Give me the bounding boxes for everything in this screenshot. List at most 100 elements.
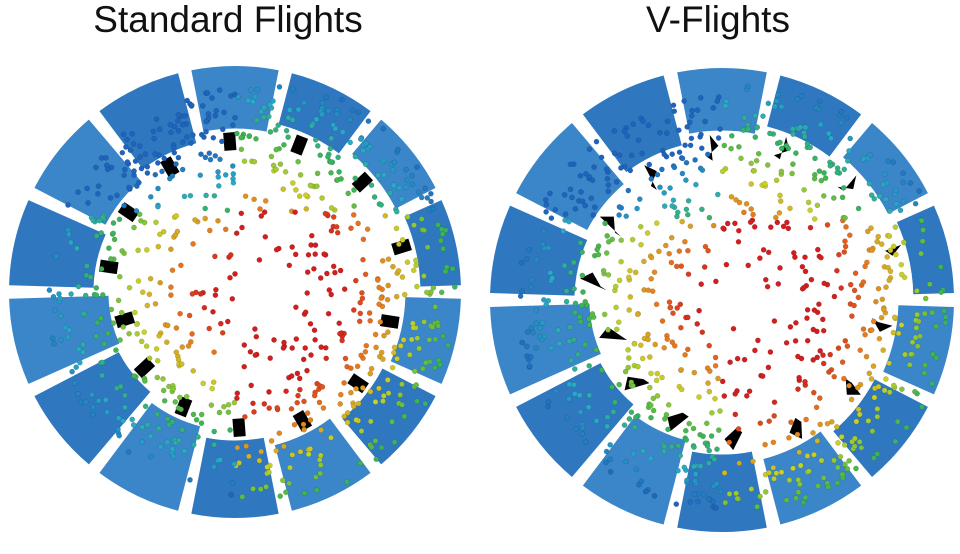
particle <box>582 298 589 305</box>
particle <box>543 197 549 203</box>
particle <box>424 195 431 201</box>
particle <box>849 313 855 319</box>
particle <box>764 283 771 290</box>
particle <box>304 410 311 416</box>
particle <box>683 206 690 213</box>
particle <box>552 206 559 213</box>
particle <box>372 331 379 338</box>
particle <box>687 142 694 149</box>
particle <box>651 493 658 499</box>
particle <box>916 188 923 194</box>
particle <box>206 227 213 234</box>
particle <box>435 322 442 329</box>
particle <box>685 346 691 353</box>
particle <box>384 296 391 303</box>
particle <box>755 150 762 157</box>
particle <box>308 123 315 129</box>
particle <box>410 324 417 331</box>
particle <box>229 122 236 128</box>
particle <box>301 490 308 496</box>
particle <box>222 226 229 233</box>
particle <box>399 237 406 243</box>
particle <box>347 116 353 123</box>
particle <box>567 324 573 331</box>
particle <box>874 406 881 412</box>
particle <box>841 375 847 382</box>
particle <box>586 321 593 328</box>
particle <box>820 360 827 367</box>
particle <box>393 293 400 300</box>
particle <box>688 135 695 142</box>
particle <box>810 357 817 363</box>
particle <box>802 494 809 501</box>
particle <box>110 230 116 237</box>
particle <box>576 392 583 399</box>
particle <box>586 316 592 322</box>
particle <box>635 363 641 370</box>
particle <box>219 126 226 133</box>
particle <box>400 337 407 343</box>
particle <box>650 395 657 402</box>
particle <box>831 195 837 201</box>
particle <box>276 430 283 437</box>
particle <box>621 128 628 134</box>
particle <box>166 175 173 182</box>
particle <box>360 236 367 243</box>
particle <box>586 173 593 180</box>
ring-segment <box>896 205 954 295</box>
particle <box>328 135 335 142</box>
particle <box>865 228 871 235</box>
particle <box>685 314 691 321</box>
particle <box>230 171 237 177</box>
particle <box>332 269 338 276</box>
particle <box>838 108 845 115</box>
particle <box>625 347 631 353</box>
particle <box>604 423 610 430</box>
particle <box>654 171 661 178</box>
particle <box>357 136 364 142</box>
particle <box>414 398 420 405</box>
particle <box>648 370 654 377</box>
particle <box>854 384 861 391</box>
particle <box>168 246 174 252</box>
particle <box>738 155 744 162</box>
ring-segment <box>767 75 862 157</box>
particle <box>637 223 644 230</box>
particle <box>440 245 447 252</box>
particle <box>650 407 657 414</box>
particle <box>211 441 217 448</box>
particle <box>543 201 550 208</box>
particle <box>685 247 691 254</box>
particle <box>893 251 899 258</box>
particle <box>610 409 617 415</box>
particle <box>99 372 105 379</box>
particle <box>288 405 295 412</box>
particle <box>106 245 112 251</box>
particle <box>107 195 114 201</box>
particle <box>276 84 283 90</box>
particle <box>682 142 688 148</box>
particle <box>132 309 138 316</box>
particle <box>391 159 398 166</box>
particle <box>279 477 286 484</box>
particle <box>626 274 632 281</box>
particle <box>745 126 752 132</box>
particle <box>750 211 756 218</box>
particle <box>604 414 611 421</box>
flight <box>845 378 861 395</box>
particle <box>188 102 195 109</box>
particle <box>795 489 802 496</box>
particle <box>152 300 159 307</box>
particle <box>89 391 95 398</box>
particle <box>682 238 688 245</box>
particle <box>694 107 701 113</box>
particle <box>856 411 863 418</box>
particle <box>654 220 660 226</box>
particle <box>256 457 263 464</box>
particle <box>796 449 803 456</box>
particle <box>639 355 646 362</box>
particle <box>622 368 629 375</box>
particle <box>652 341 659 348</box>
particle <box>834 267 840 274</box>
particle <box>368 444 375 450</box>
